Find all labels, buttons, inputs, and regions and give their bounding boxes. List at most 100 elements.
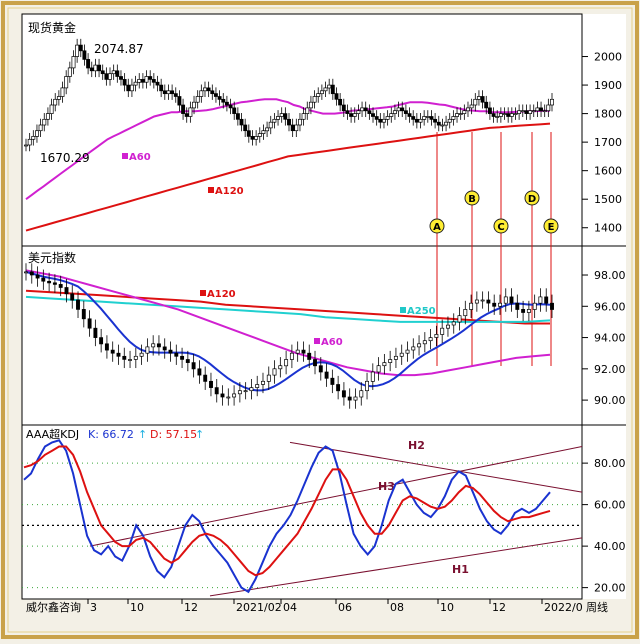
marker-circle-B xyxy=(464,190,480,206)
gold-candle xyxy=(122,79,127,86)
gold-candle xyxy=(418,118,423,123)
gold-candle xyxy=(513,113,518,115)
gold-candle xyxy=(392,110,397,114)
dxy-candle xyxy=(295,349,300,354)
dxy-y-tick-label: 96.00 xyxy=(594,300,626,313)
marker-label-B: B xyxy=(468,194,476,205)
dxy-candle xyxy=(509,296,514,304)
dxy-candle xyxy=(370,371,375,382)
dxy-candle xyxy=(498,302,502,307)
dxy-candle xyxy=(116,352,121,357)
marker-circle-E xyxy=(543,218,559,234)
dxy-candle xyxy=(457,315,462,323)
gold-candle xyxy=(49,104,54,114)
gold-y-tick-label: 2000 xyxy=(594,51,622,64)
gold-ma120-marker xyxy=(208,187,214,193)
gold-y-tick-label: 1500 xyxy=(594,193,622,206)
gold-candle xyxy=(403,110,408,114)
x-tick-label: 10 xyxy=(440,601,454,614)
gold-candle xyxy=(531,110,536,113)
gold-candle xyxy=(60,87,65,97)
gold-candle xyxy=(520,110,525,113)
dxy-ma250-line xyxy=(25,295,551,323)
x-tick-label: 08 xyxy=(390,601,404,614)
marker-label-E: E xyxy=(548,222,555,233)
dxy-candle xyxy=(365,380,369,392)
gold-title: 现货黄金 xyxy=(28,20,76,35)
gold-candle xyxy=(265,127,270,132)
gold-candle xyxy=(469,104,474,109)
dxy-candle xyxy=(122,355,127,360)
gold-candle xyxy=(108,73,112,80)
dxy-candle xyxy=(76,299,80,310)
dxy-ma250-marker xyxy=(400,307,406,313)
dxy-candle xyxy=(145,346,150,354)
dxy-ma60-marker xyxy=(314,338,320,344)
gold-candle xyxy=(356,110,361,114)
dxy-candle xyxy=(81,309,86,320)
kdj-k-arrow: ↑ xyxy=(138,428,147,441)
x-tick-label: 04 xyxy=(283,601,297,614)
dxy-candle xyxy=(278,365,283,370)
dxy-y-tick-label: 94.00 xyxy=(594,332,626,345)
gold-candle xyxy=(385,116,390,120)
dxy-candle xyxy=(526,309,531,313)
gold-candle xyxy=(535,107,540,112)
gold-candle xyxy=(78,44,83,52)
dxy-candle xyxy=(330,377,335,385)
x-axis-unit: 周线 xyxy=(586,600,608,614)
dxy-candle xyxy=(284,359,289,367)
right-axis-background xyxy=(582,14,626,599)
trendline-label-h1: H1 xyxy=(452,563,469,576)
gold-candle xyxy=(279,113,284,117)
dxy-ma20-line xyxy=(25,270,551,392)
gold-candle xyxy=(308,101,313,109)
gold-candle xyxy=(466,107,470,112)
gold-candle xyxy=(148,76,153,80)
gold-candle xyxy=(243,124,248,132)
gold-candle xyxy=(338,98,343,106)
dxy-candle xyxy=(168,349,173,354)
gold-candle xyxy=(228,104,233,109)
gold-candle xyxy=(86,59,91,69)
dxy-candle xyxy=(376,365,381,373)
x-tick-label: 06 xyxy=(338,601,352,614)
dxy-candle xyxy=(93,327,98,338)
dxy-candle xyxy=(393,355,398,360)
gold-candle xyxy=(509,113,514,117)
gold-candle xyxy=(462,110,467,114)
gold-y-tick-label: 1400 xyxy=(594,222,622,235)
dxy-candle xyxy=(399,352,404,357)
gold-candle xyxy=(162,90,167,95)
gold-candle xyxy=(298,118,302,126)
dxy-candle xyxy=(29,271,34,276)
gold-candle xyxy=(82,50,87,60)
kdj-d-label: D: 57.15 xyxy=(150,428,197,441)
gold-candle xyxy=(129,84,134,92)
dxy-candle xyxy=(24,271,28,274)
dxy-candle xyxy=(486,299,491,304)
gold-candle xyxy=(294,124,299,132)
gold-candle xyxy=(524,110,529,114)
gold-candle xyxy=(250,136,255,140)
dxy-candle xyxy=(41,277,46,282)
dxy-candle xyxy=(405,349,410,354)
gold-candle xyxy=(151,79,156,83)
dxy-candle xyxy=(538,296,543,304)
kdj-y-tick-label: 20.00 xyxy=(594,582,626,595)
dxy-candle xyxy=(58,284,63,288)
gold-candle xyxy=(371,113,375,117)
gold-candle xyxy=(378,118,383,123)
dxy-candle xyxy=(463,309,468,317)
dxy-candle xyxy=(272,368,277,376)
x-tick-label: 2021/02 xyxy=(236,601,282,614)
dxy-candle xyxy=(128,359,132,361)
gold-candle xyxy=(517,110,522,114)
gold-candle xyxy=(24,144,28,147)
trendline-h3 xyxy=(89,446,583,547)
dxy-y-tick-label: 98.00 xyxy=(594,269,626,282)
dxy-candle xyxy=(422,340,427,345)
dxy-candle xyxy=(313,359,317,367)
